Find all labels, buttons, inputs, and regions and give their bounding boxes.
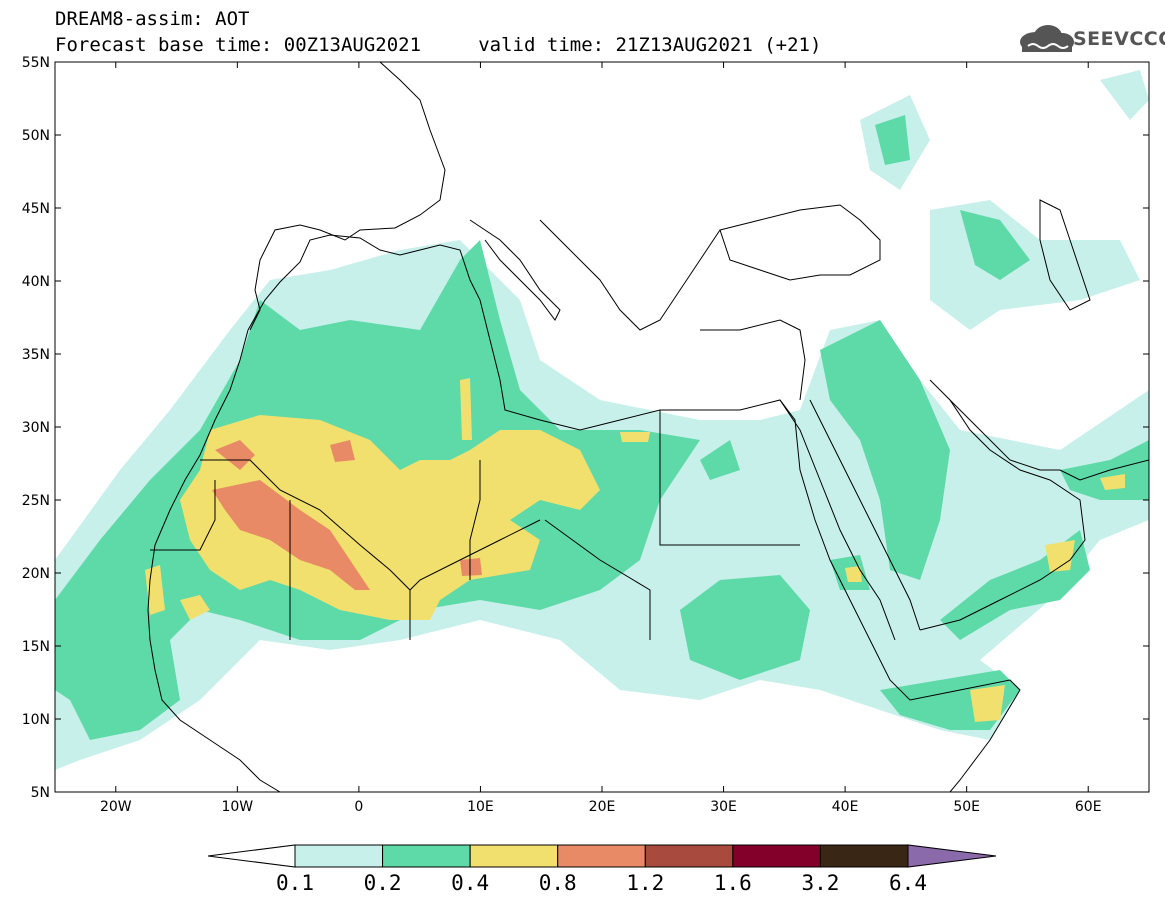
colorbar-label: 0.1 [276,871,314,895]
y-tick-label: 50N [22,128,50,144]
colorbar-swatch [557,844,646,868]
x-tick-label: 40E [832,799,859,815]
x-tick-label: 10E [467,799,494,815]
colorbar-over-arrow [907,844,997,868]
colorbar-label: 1.2 [626,871,665,895]
y-tick-label: 30N [22,420,50,436]
y-tick-label: 20N [22,566,50,582]
x-axis: 20W 10W 0 10E 20E 30E 40E 50E 60E [100,62,1102,815]
aot-contours [55,70,1149,770]
y-tick-label: 40N [22,274,50,290]
colorbar-label: 0.2 [363,871,402,895]
y-axis: 55N 50N 45N 40N 35N 30N 25N 20N 15N 10N 5N [22,55,1149,801]
colorbar-swatch [382,844,471,868]
y-tick-label: 45N [22,201,50,217]
x-tick-label: 0 [354,799,363,815]
colorbar-swatch [469,844,559,868]
y-tick-label: 55N [22,55,50,71]
logo-text: SEEVCCC [1073,28,1165,50]
colorbar-swatch [294,844,384,868]
x-tick-label: 20W [100,799,132,815]
x-tick-label: 50E [953,799,980,815]
x-tick-label: 10W [221,799,253,815]
colorbar-swatch [644,844,734,868]
colorbar-swatch [819,844,909,868]
colorbar-label: 0.8 [538,871,577,895]
y-tick-label: 25N [22,493,50,509]
forecast-time-subtitle: Forecast base time: 00Z13AUG2021 valid t… [55,34,822,56]
colorbar-under-arrow [207,844,296,868]
colorbar-swatch [732,844,821,868]
colorbar-label: 0.4 [451,871,490,895]
aot-band-0.4 [145,378,1125,722]
colorbar [207,844,997,868]
cloud-icon [1020,25,1074,52]
map-title: DREAM8-assim: AOT [55,8,250,30]
y-tick-label: 10N [22,712,50,728]
colorbar-label: 3.2 [801,871,840,895]
y-tick-label: 15N [22,639,50,655]
colorbar-label: 6.4 [889,871,927,895]
coastlines-borders [147,62,1149,792]
x-tick-label: 20E [589,799,616,815]
y-tick-label: 5N [31,785,50,801]
colorbar-label: 1.6 [713,871,752,895]
x-tick-label: 60E [1075,799,1102,815]
x-tick-label: 30E [710,799,737,815]
aot-band-0.8 [212,440,482,590]
y-tick-label: 35N [22,347,50,363]
